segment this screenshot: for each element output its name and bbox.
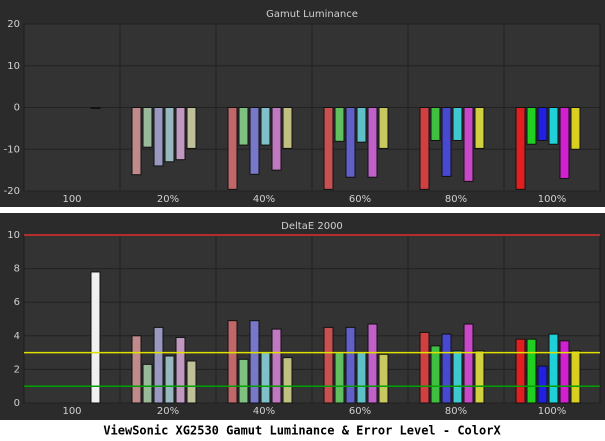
bar xyxy=(175,336,186,404)
bar xyxy=(463,107,474,182)
bar xyxy=(559,340,570,404)
bar xyxy=(515,338,526,404)
bar xyxy=(356,107,367,143)
bar xyxy=(474,350,485,404)
bar xyxy=(419,331,430,404)
bar xyxy=(186,107,197,149)
bar xyxy=(430,107,441,141)
x-tick-label: 100 xyxy=(62,194,81,205)
y-tick-label: 10 xyxy=(7,230,20,241)
bar xyxy=(131,107,142,176)
bar xyxy=(164,355,175,404)
y-tick-label: 10 xyxy=(7,61,20,72)
bar xyxy=(367,107,378,178)
bar xyxy=(153,326,164,404)
bar xyxy=(419,107,430,190)
x-tick-label: 100 xyxy=(62,406,81,417)
bar xyxy=(430,345,441,404)
bar xyxy=(131,335,142,404)
bar xyxy=(378,107,389,149)
bar xyxy=(474,107,485,149)
bar xyxy=(227,107,238,190)
bar xyxy=(515,107,526,190)
bar xyxy=(334,107,345,142)
bar xyxy=(271,328,282,404)
bar xyxy=(238,358,249,404)
bar xyxy=(345,326,356,404)
bar xyxy=(90,107,101,109)
y-tick-label: 0 xyxy=(14,398,20,409)
bar xyxy=(249,320,260,404)
x-tick-label: 80% xyxy=(445,406,467,417)
bar xyxy=(356,352,367,404)
bar xyxy=(548,107,559,145)
bar xyxy=(570,107,581,150)
x-tick-label: 20% xyxy=(157,406,179,417)
bar xyxy=(548,333,559,404)
y-tick-label: 8 xyxy=(14,264,20,275)
bar xyxy=(537,365,548,404)
x-tick-label: 80% xyxy=(445,194,467,205)
y-tick-label: 4 xyxy=(14,331,20,342)
x-tick-label: 100% xyxy=(538,194,567,205)
bar xyxy=(537,107,548,141)
bar xyxy=(227,320,238,404)
bar xyxy=(271,107,282,171)
bar xyxy=(323,326,334,404)
bar xyxy=(260,352,271,404)
y-tick-label: 20 xyxy=(7,19,20,30)
bar xyxy=(186,360,197,404)
bar xyxy=(249,107,260,175)
bar xyxy=(153,107,164,167)
bar xyxy=(441,333,452,404)
bar xyxy=(282,107,293,149)
bar xyxy=(526,107,537,145)
bar xyxy=(142,363,153,404)
bar xyxy=(334,352,345,404)
bar xyxy=(378,353,389,404)
bar xyxy=(282,357,293,404)
bar xyxy=(142,107,153,148)
chart-title: DeltaE 2000 xyxy=(281,221,343,232)
bar xyxy=(452,350,463,404)
x-tick-label: 20% xyxy=(157,194,179,205)
y-tick-label: 0 xyxy=(14,103,20,114)
x-tick-label: 40% xyxy=(253,406,275,417)
bar xyxy=(526,338,537,404)
y-tick-label: -20 xyxy=(4,186,20,197)
bar xyxy=(238,107,249,146)
x-tick-label: 60% xyxy=(349,406,371,417)
caption: ViewSonic XG2530 Gamut Luminance & Error… xyxy=(103,424,501,438)
bar xyxy=(441,107,452,177)
bar xyxy=(90,271,101,404)
x-tick-label: 100% xyxy=(538,406,567,417)
y-tick-label: 6 xyxy=(14,297,20,308)
bar xyxy=(175,107,186,161)
bar xyxy=(323,107,334,190)
bar xyxy=(570,350,581,404)
chart-title: Gamut Luminance xyxy=(266,9,358,20)
bar xyxy=(559,107,570,179)
bar xyxy=(452,107,463,141)
bar xyxy=(367,323,378,404)
bar xyxy=(164,107,175,163)
bar xyxy=(345,107,356,178)
bar xyxy=(260,107,271,146)
x-tick-label: 60% xyxy=(349,194,371,205)
y-tick-label: 2 xyxy=(14,364,20,375)
bar xyxy=(463,323,474,404)
y-tick-label: -10 xyxy=(4,144,20,155)
x-tick-label: 40% xyxy=(253,194,275,205)
